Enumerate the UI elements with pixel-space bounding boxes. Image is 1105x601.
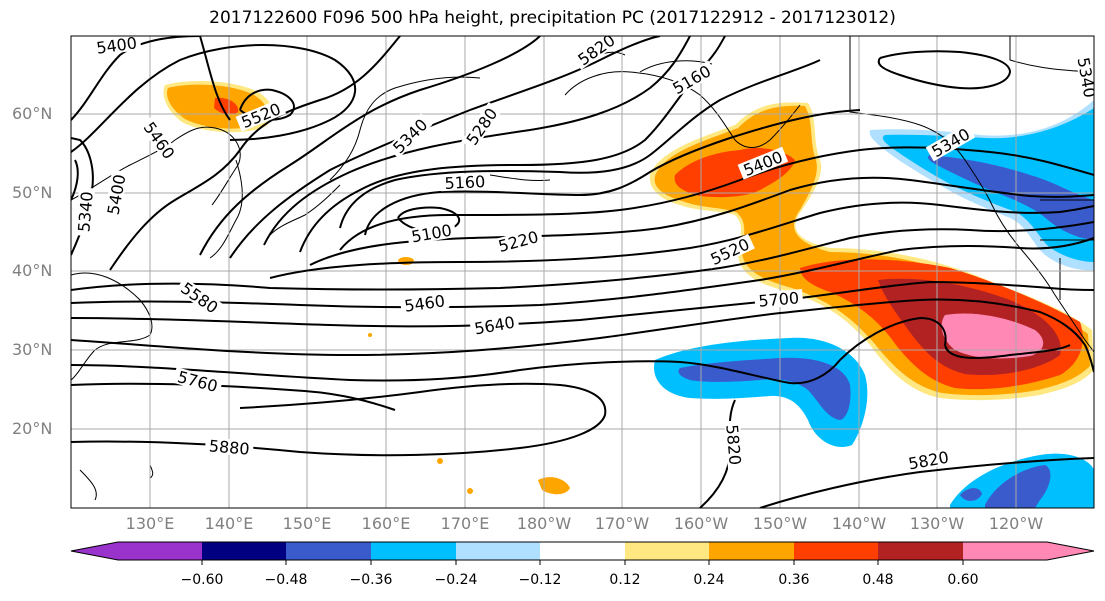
colorbar-tick-label: 0.24 [693, 572, 725, 588]
colorbar-tick-label: 0.36 [778, 572, 810, 588]
lat-label: 40°N [12, 261, 53, 280]
coastlines [71, 36, 1094, 501]
lat-label: 30°N [12, 340, 53, 359]
lon-label: 130°E [125, 514, 175, 533]
colorbar-tick-label: 0.60 [947, 572, 979, 588]
contour-label: 5340 [74, 191, 96, 233]
contour-label: 5700 [758, 288, 800, 310]
lon-label: 140°E [204, 514, 254, 533]
colorbar-tick-label: −0.12 [518, 572, 562, 588]
lon-label: 170°E [440, 514, 490, 533]
contour-label: 5880 [208, 436, 250, 458]
lat-lon-grid [71, 36, 1094, 508]
lon-label: 130°W [909, 514, 965, 533]
colorbar-tick-label: 0.12 [609, 572, 641, 588]
colorbar-tick-label: −0.60 [180, 572, 224, 588]
lat-label: 50°N [12, 183, 53, 202]
colorbar-extend-high [1047, 542, 1094, 560]
lon-label: 160°W [673, 514, 729, 533]
colorbar-extend-low [71, 542, 118, 560]
map-frame [70, 35, 1095, 509]
lon-label: 120°W [988, 514, 1044, 533]
lat-label: 20°N [12, 419, 53, 438]
lon-label: 150°W [752, 514, 808, 533]
precip-shading [163, 80, 1094, 508]
contour-label: 5400 [95, 33, 138, 57]
lon-label: 160°E [361, 514, 411, 533]
lat-label: 60°N [12, 104, 53, 123]
map-title: 2017122600 F096 500 hPa height, precipit… [209, 8, 896, 28]
lon-label: 140°W [831, 514, 887, 533]
colorbar-tick-label: −0.24 [434, 572, 478, 588]
colorbar-tick-label: −0.48 [264, 572, 308, 588]
map-panel: 5400 5820 5160 5520 5460 5340 5400 5340 … [71, 33, 1094, 508]
lon-label: 180°W [516, 514, 572, 533]
colorbar [70, 541, 1095, 565]
colorbar-tick-label: 0.48 [862, 572, 894, 588]
lon-label: 150°E [282, 514, 332, 533]
lon-label: 170°W [594, 514, 650, 533]
contour-label: 5820 [722, 424, 744, 466]
colorbar-tick-label: −0.36 [349, 572, 393, 588]
contour-label: 5160 [444, 172, 486, 193]
height-contours [71, 36, 1094, 508]
